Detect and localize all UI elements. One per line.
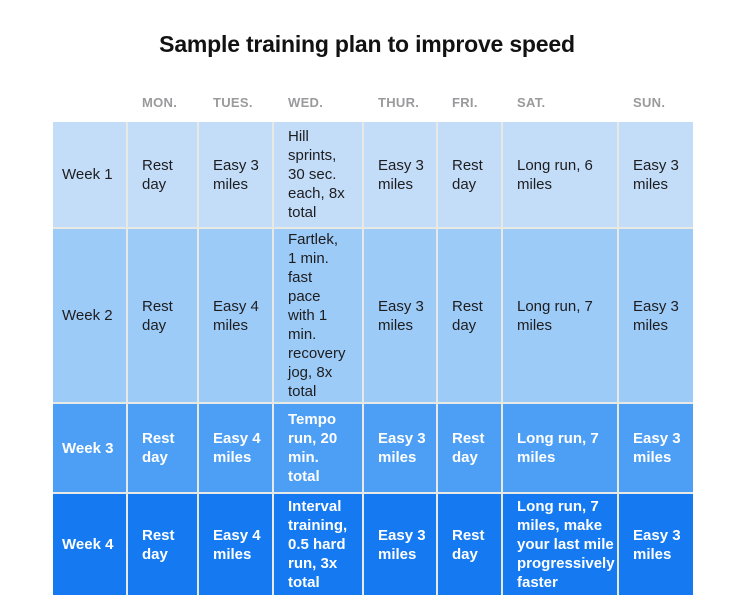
week-2-label: Week 2 bbox=[53, 229, 126, 402]
cell-w1-tues: Easy 3 miles bbox=[199, 122, 272, 227]
cell-w4-fri: Rest day bbox=[438, 494, 501, 595]
cell-w2-thur: Easy 3 miles bbox=[364, 229, 436, 402]
cell-w3-tues: Easy 4 miles bbox=[199, 404, 272, 492]
cell-w1-thur: Easy 3 miles bbox=[364, 122, 436, 227]
cell-w2-sat: Long run, 7 miles bbox=[503, 229, 617, 402]
cell-w4-wed: Interval training, 0.5 hard run, 3x tota… bbox=[274, 494, 362, 595]
day-header-sun: SUN. bbox=[633, 95, 666, 110]
week-3-label: Week 3 bbox=[53, 404, 126, 492]
cell-w2-wed: Fartlek, 1 min. fast pace with 1 min. re… bbox=[274, 229, 362, 402]
day-header-thur: THUR. bbox=[378, 95, 420, 110]
cell-w4-mon: Rest day bbox=[128, 494, 197, 595]
cell-w1-fri: Rest day bbox=[438, 122, 501, 227]
cell-w3-thur: Easy 3 miles bbox=[364, 404, 436, 492]
cell-w2-tues: Easy 4 miles bbox=[199, 229, 272, 402]
cell-w4-sat: Long run, 7 miles, make your last mile p… bbox=[503, 494, 617, 595]
day-header-fri: FRI. bbox=[452, 95, 478, 110]
cell-w3-mon: Rest day bbox=[128, 404, 197, 492]
cell-w2-mon: Rest day bbox=[128, 229, 197, 402]
week-4-label: Week 4 bbox=[53, 494, 126, 595]
cell-w4-sun: Easy 3 miles bbox=[619, 494, 693, 595]
day-header-spacer bbox=[53, 84, 126, 110]
page-title: Sample training plan to improve speed bbox=[159, 31, 575, 57]
day-header-row: MON. TUES. WED. THUR. FRI. SAT. SUN. bbox=[53, 84, 693, 110]
day-header-tues: TUES. bbox=[213, 95, 253, 110]
cell-w1-mon: Rest day bbox=[128, 122, 197, 227]
cell-w3-sat: Long run, 7 miles bbox=[503, 404, 617, 492]
cell-w2-fri: Rest day bbox=[438, 229, 501, 402]
day-header-mon: MON. bbox=[142, 95, 178, 110]
cell-w1-sat: Long run, 6 miles bbox=[503, 122, 617, 227]
cell-w1-sun: Easy 3 miles bbox=[619, 122, 693, 227]
cell-w4-thur: Easy 3 miles bbox=[364, 494, 436, 595]
day-header-sat: SAT. bbox=[517, 95, 546, 110]
week-1-label: Week 1 bbox=[53, 122, 126, 227]
cell-w3-fri: Rest day bbox=[438, 404, 501, 492]
cell-w3-wed: Tempo run, 20 min. total bbox=[274, 404, 362, 492]
cell-w3-sun: Easy 3 miles bbox=[619, 404, 693, 492]
day-header-wed: WED. bbox=[288, 95, 324, 110]
training-plan-table: Week 1 Rest day Easy 3 miles Hill sprint… bbox=[53, 122, 693, 595]
cell-w4-tues: Easy 4 miles bbox=[199, 494, 272, 595]
cell-w1-wed: Hill sprints, 30 sec. each, 8x total bbox=[274, 122, 362, 227]
cell-w2-sun: Easy 3 miles bbox=[619, 229, 693, 402]
